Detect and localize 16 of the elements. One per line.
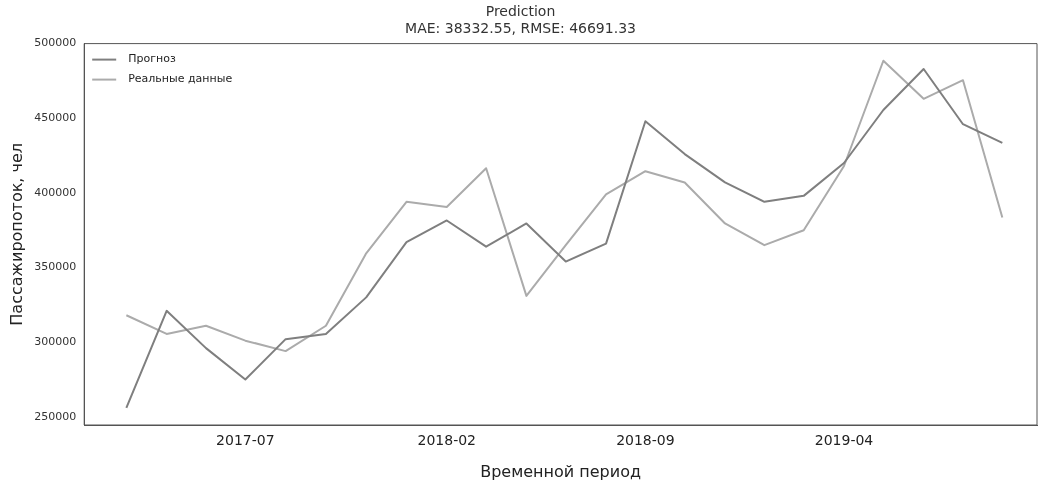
- y-tick-label: 450000: [34, 111, 77, 125]
- y-tick-label: 400000: [34, 185, 77, 199]
- y-axis-title: Пассажиропоток, чел: [6, 142, 26, 326]
- chart-title: Prediction: [485, 3, 556, 20]
- x-tick-label: 2018-02: [417, 432, 477, 449]
- y-tick-label: 250000: [34, 409, 77, 423]
- legend-label: Прогноз: [128, 52, 176, 66]
- x-axis-title: Временной период: [480, 461, 641, 481]
- y-tick-label: 300000: [34, 335, 77, 349]
- x-tick-label: 2017-07: [216, 432, 275, 449]
- legend-label: Реальные данные: [128, 72, 233, 86]
- chart-subtitle: MAE: 38332.55, RMSE: 46691.33: [405, 19, 636, 36]
- y-tick-label: 350000: [34, 260, 77, 274]
- y-tick-label: 500000: [34, 36, 77, 50]
- x-tick-label: 2019-04: [814, 432, 874, 449]
- x-tick-label: 2018-09: [616, 432, 675, 449]
